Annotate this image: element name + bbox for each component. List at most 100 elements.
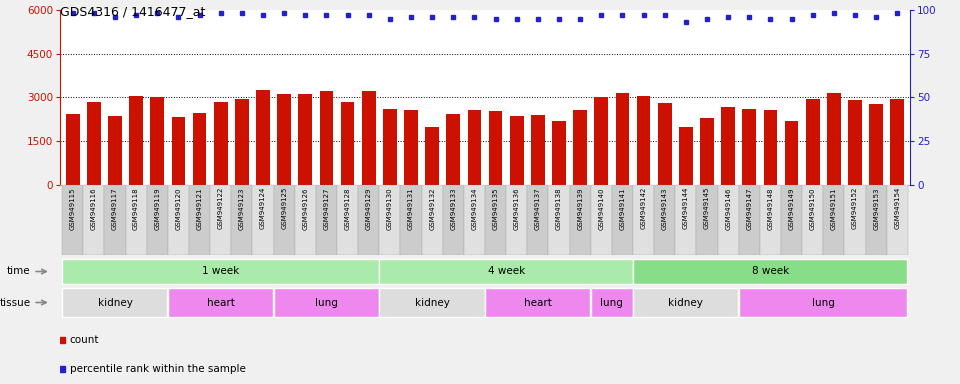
Text: GSM949126: GSM949126 — [302, 187, 308, 230]
Bar — [633, 185, 654, 255]
Text: GSM949125: GSM949125 — [281, 187, 287, 230]
Text: GSM949127: GSM949127 — [324, 187, 329, 230]
Text: GSM949134: GSM949134 — [471, 187, 477, 230]
Bar — [362, 91, 375, 185]
Bar — [252, 185, 274, 255]
Text: GSM949121: GSM949121 — [197, 187, 203, 230]
Bar — [590, 185, 612, 255]
Bar — [739, 185, 760, 255]
Bar — [763, 110, 778, 185]
Bar — [573, 110, 587, 185]
Bar — [654, 185, 675, 255]
Bar — [337, 185, 358, 255]
Bar — [506, 185, 527, 255]
Bar — [824, 185, 845, 255]
Text: GSM949132: GSM949132 — [429, 187, 435, 230]
Bar — [172, 117, 185, 185]
Bar — [295, 185, 316, 255]
Bar — [168, 288, 274, 318]
Text: GSM949135: GSM949135 — [492, 187, 498, 230]
Bar — [590, 288, 633, 318]
Text: tissue: tissue — [0, 298, 31, 308]
Bar — [277, 94, 291, 185]
Bar — [742, 109, 756, 185]
Bar — [489, 111, 502, 185]
Bar — [379, 288, 485, 318]
Bar — [468, 110, 481, 185]
Bar — [383, 109, 396, 185]
Bar — [189, 185, 210, 255]
Bar — [379, 185, 400, 255]
Bar — [891, 99, 904, 185]
Text: GSM949122: GSM949122 — [218, 187, 224, 230]
Bar — [168, 185, 189, 255]
Bar — [105, 185, 126, 255]
Text: lung: lung — [600, 298, 623, 308]
Bar — [108, 116, 122, 185]
Bar — [193, 113, 206, 185]
Bar — [341, 102, 354, 185]
Bar — [569, 185, 590, 255]
Text: heart: heart — [524, 298, 552, 308]
Text: kidney: kidney — [415, 298, 449, 308]
Bar — [425, 127, 439, 185]
Bar — [316, 185, 337, 255]
Text: GSM949147: GSM949147 — [746, 187, 753, 230]
Bar — [866, 185, 887, 255]
Bar — [636, 96, 651, 185]
Text: 4 week: 4 week — [488, 266, 525, 276]
Text: kidney: kidney — [668, 298, 704, 308]
Bar — [527, 185, 548, 255]
Text: GSM949128: GSM949128 — [345, 187, 350, 230]
Bar — [443, 185, 464, 255]
Bar — [464, 185, 485, 255]
Text: GSM949149: GSM949149 — [788, 187, 795, 230]
Bar — [210, 185, 231, 255]
Bar — [421, 185, 443, 255]
Text: GSM949151: GSM949151 — [831, 187, 837, 230]
Bar — [404, 110, 418, 185]
Text: kidney: kidney — [98, 298, 132, 308]
Text: GSM949123: GSM949123 — [239, 187, 245, 230]
Bar — [87, 102, 101, 185]
Bar — [531, 115, 544, 185]
Bar — [612, 185, 633, 255]
Bar — [552, 121, 565, 185]
Bar — [887, 185, 908, 255]
Bar — [594, 97, 609, 185]
Text: 8 week: 8 week — [752, 266, 789, 276]
Bar — [870, 104, 883, 185]
Bar — [62, 258, 379, 285]
Bar — [358, 185, 379, 255]
Text: count: count — [69, 335, 99, 345]
Text: heart: heart — [206, 298, 234, 308]
Text: GSM949145: GSM949145 — [704, 187, 710, 230]
Text: GDS4316 / 1416477_at: GDS4316 / 1416477_at — [60, 5, 205, 18]
Text: GSM949131: GSM949131 — [408, 187, 414, 230]
Text: GSM949154: GSM949154 — [895, 187, 900, 230]
Bar — [845, 185, 866, 255]
Bar — [781, 185, 803, 255]
Bar — [274, 185, 295, 255]
Bar — [235, 99, 249, 185]
Bar — [548, 185, 569, 255]
Text: GSM949119: GSM949119 — [155, 187, 160, 230]
Bar — [700, 118, 714, 185]
Text: GSM949137: GSM949137 — [535, 187, 540, 230]
Text: GSM949124: GSM949124 — [260, 187, 266, 230]
Bar — [848, 100, 862, 185]
Text: GSM949141: GSM949141 — [619, 187, 625, 230]
Bar — [679, 127, 693, 185]
Bar — [485, 185, 506, 255]
Bar — [805, 99, 820, 185]
Bar — [803, 185, 824, 255]
Text: GSM949116: GSM949116 — [91, 187, 97, 230]
Text: percentile rank within the sample: percentile rank within the sample — [69, 364, 246, 374]
Text: GSM949144: GSM949144 — [683, 187, 689, 230]
Bar — [379, 258, 633, 285]
Bar — [446, 114, 460, 185]
Text: GSM949117: GSM949117 — [112, 187, 118, 230]
Bar — [274, 288, 379, 318]
Text: GSM949138: GSM949138 — [556, 187, 562, 230]
Text: GSM949146: GSM949146 — [725, 187, 732, 230]
